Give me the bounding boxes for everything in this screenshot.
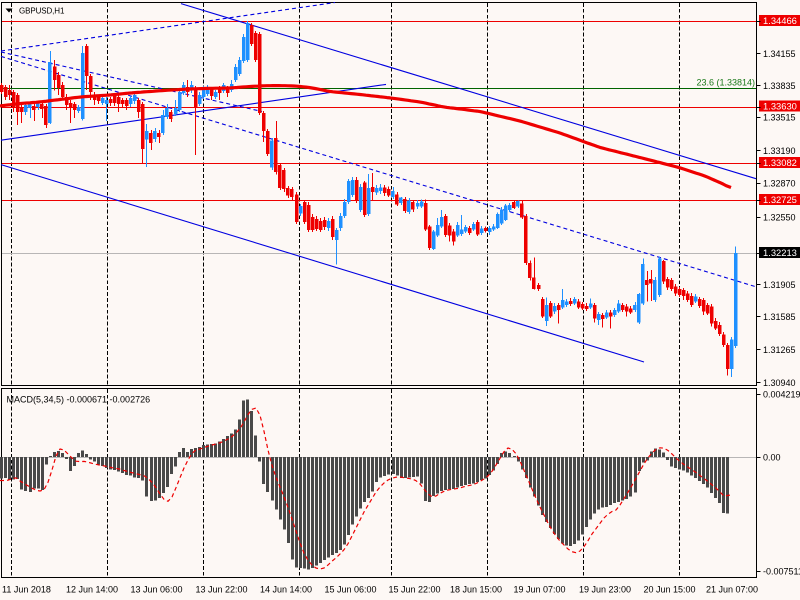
svg-text:20 Jun 15:00: 20 Jun 15:00 xyxy=(643,585,695,595)
svg-text:15 Jun 22:00: 15 Jun 22:00 xyxy=(388,585,440,595)
svg-text:1.33835: 1.33835 xyxy=(763,81,796,91)
svg-text:1.31265: 1.31265 xyxy=(763,345,796,355)
svg-text:1.33082: 1.33082 xyxy=(763,157,797,168)
svg-text:18 Jun 15:00: 18 Jun 15:00 xyxy=(450,585,502,595)
svg-text:12 Jun 14:00: 12 Jun 14:00 xyxy=(66,585,118,595)
svg-text:1.34155: 1.34155 xyxy=(763,49,796,59)
svg-text:1.31585: 1.31585 xyxy=(763,312,796,322)
svg-text:23.6 (1.33814): 23.6 (1.33814) xyxy=(696,78,755,88)
svg-text:1.33190: 1.33190 xyxy=(763,146,796,156)
svg-text:0.004219: 0.004219 xyxy=(763,389,800,399)
svg-text:GBPUSD,H1: GBPUSD,H1 xyxy=(19,7,65,16)
svg-text:1.32870: 1.32870 xyxy=(763,178,796,188)
svg-text:1.30940: 1.30940 xyxy=(763,378,796,388)
svg-text:1.33630: 1.33630 xyxy=(763,101,797,112)
svg-text:0.00: 0.00 xyxy=(763,452,781,462)
svg-text:1.33515: 1.33515 xyxy=(763,112,796,122)
svg-text:1.32213: 1.32213 xyxy=(763,247,797,258)
svg-text:MACD(5,34,5) -0.000671 -0.0027: MACD(5,34,5) -0.000671 -0.002726 xyxy=(7,395,151,405)
svg-text:1.34466: 1.34466 xyxy=(763,15,797,26)
svg-text:14 Jun 14:00: 14 Jun 14:00 xyxy=(260,585,312,595)
svg-text:1.32725: 1.32725 xyxy=(763,194,797,205)
svg-text:19 Jun 07:00: 19 Jun 07:00 xyxy=(513,585,565,595)
svg-text:13 Jun 06:00: 13 Jun 06:00 xyxy=(130,585,182,595)
svg-text:13 Jun 22:00: 13 Jun 22:00 xyxy=(195,585,247,595)
svg-text:11 Jun 2018: 11 Jun 2018 xyxy=(2,585,51,595)
svg-text:1.31905: 1.31905 xyxy=(763,280,796,290)
svg-text:15 Jun 06:00: 15 Jun 06:00 xyxy=(324,585,376,595)
svg-text:21 Jun 07:00: 21 Jun 07:00 xyxy=(706,585,758,595)
svg-text:-0.007511: -0.007511 xyxy=(763,566,800,576)
svg-text:19 Jun 23:00: 19 Jun 23:00 xyxy=(579,585,631,595)
svg-text:1.32550: 1.32550 xyxy=(763,212,796,222)
